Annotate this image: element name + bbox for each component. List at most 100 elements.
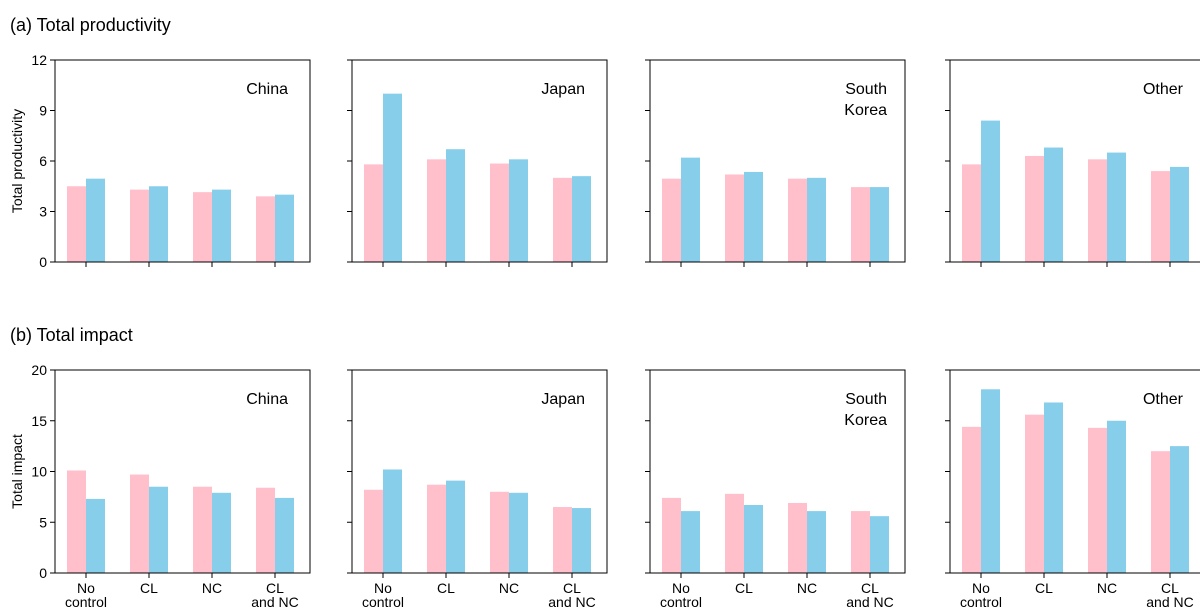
bar-blue-1 — [1044, 402, 1063, 573]
bar-pink-3 — [851, 511, 870, 573]
bar-blue-0 — [981, 120, 1000, 262]
y-tick-label: 5 — [39, 514, 47, 530]
x-tick-label: CL — [140, 580, 158, 596]
y-tick-label: 0 — [39, 565, 47, 581]
bar-blue-2 — [509, 492, 528, 573]
x-tick-label: No control — [960, 580, 1002, 610]
row-title: (a) Total productivity — [10, 15, 171, 35]
bar-blue-3 — [1170, 446, 1189, 573]
panel-label: Japan — [541, 391, 585, 408]
y-tick-label: 9 — [39, 103, 47, 119]
x-tick-label: CL and NC — [1146, 580, 1193, 610]
panel-china: 0 3 6 9 12 China — [31, 52, 311, 270]
x-tick-label: CL and NC — [548, 580, 595, 610]
y-tick-label: 12 — [31, 52, 47, 68]
bar-blue-1 — [744, 504, 763, 573]
x-tick-label: No control — [660, 580, 702, 610]
bar-blue-0 — [86, 178, 105, 262]
bar-pink-2 — [193, 192, 212, 262]
bar-blue-3 — [870, 516, 889, 573]
x-tick-label: CL and NC — [846, 580, 893, 610]
panel-label: Other — [1143, 81, 1184, 98]
bar-blue-2 — [509, 159, 528, 262]
bar-pink-0 — [364, 489, 383, 573]
panel-label: South Korea — [844, 81, 887, 119]
bar-pink-3 — [553, 507, 572, 573]
x-tick-label: CL and NC — [251, 580, 298, 610]
y-tick-label: 6 — [39, 153, 47, 169]
y-axis-title: Total productivity — [9, 109, 25, 213]
bar-blue-2 — [1107, 420, 1126, 573]
bar-pink-3 — [851, 187, 870, 262]
bar-pink-3 — [256, 196, 275, 262]
panel-japan: Japan — [347, 59, 608, 267]
bar-blue-1 — [446, 480, 465, 573]
bar-blue-1 — [149, 186, 168, 262]
bar-pink-1 — [1025, 155, 1044, 262]
productivity-row: (a) Total productivity Total productivity… — [9, 15, 1200, 270]
bar-pink-1 — [427, 484, 446, 573]
bar-blue-3 — [870, 187, 889, 262]
bar-blue-3 — [275, 497, 294, 573]
bar-blue-0 — [681, 511, 700, 573]
bar-pink-0 — [662, 178, 681, 262]
bar-pink-2 — [788, 502, 807, 573]
x-tick-label: CL — [735, 580, 753, 596]
impact-row: (b) Total impact Total impact 0 5 10 15 20 No co… — [9, 325, 1200, 610]
x-tick-label: NC — [797, 580, 817, 596]
bar-blue-0 — [86, 498, 105, 573]
bar-blue-0 — [981, 389, 1000, 573]
bar-pink-2 — [788, 178, 807, 262]
panel-japan: No control CL NC CL and NC Japan — [347, 369, 608, 610]
panel-label: China — [246, 391, 288, 408]
panel-other: No control CL NC CL and NC Other — [945, 369, 1200, 610]
panel-south-korea: No control CL NC CL and NC South Korea — [645, 369, 906, 610]
bar-pink-0 — [67, 186, 86, 262]
y-tick-label: 3 — [39, 204, 47, 220]
panel-south-korea: South Korea — [645, 59, 906, 267]
bar-blue-3 — [275, 194, 294, 262]
bar-blue-3 — [572, 508, 591, 573]
x-tick-label: No control — [362, 580, 404, 610]
bar-blue-2 — [212, 492, 231, 573]
bar-blue-0 — [383, 93, 402, 263]
row-title: (b) Total impact — [10, 325, 133, 345]
x-tick-label: NC — [1097, 580, 1117, 596]
bar-pink-3 — [553, 177, 572, 262]
bar-pink-1 — [130, 474, 149, 573]
bar-pink-2 — [1088, 427, 1107, 573]
panel-label: China — [246, 81, 288, 98]
bar-pink-2 — [193, 486, 212, 573]
y-tick-label: 15 — [31, 413, 47, 429]
bar-pink-2 — [490, 163, 509, 262]
bar-blue-2 — [807, 177, 826, 262]
x-tick-label: CL — [437, 580, 455, 596]
panel-china: 0 5 10 15 20 No control CL NC CL and NC China — [31, 362, 311, 610]
bar-blue-2 — [807, 511, 826, 573]
bar-pink-1 — [130, 189, 149, 262]
bar-pink-1 — [725, 174, 744, 262]
x-tick-label: NC — [202, 580, 222, 596]
bar-pink-0 — [662, 497, 681, 573]
bar-blue-3 — [1170, 166, 1189, 262]
bar-blue-0 — [681, 157, 700, 262]
bar-blue-1 — [149, 486, 168, 573]
bar-pink-0 — [962, 426, 981, 573]
bar-pink-0 — [962, 164, 981, 262]
bar-blue-1 — [744, 171, 763, 262]
y-axis-title: Total impact — [9, 434, 25, 509]
bar-blue-1 — [446, 149, 465, 262]
bar-blue-0 — [383, 469, 402, 573]
bar-pink-0 — [67, 470, 86, 573]
y-tick-label: 20 — [31, 362, 47, 378]
bar-pink-3 — [1151, 171, 1170, 262]
bar-pink-0 — [364, 164, 383, 262]
bar-pink-1 — [427, 159, 446, 262]
panel-label: South Korea — [844, 391, 887, 429]
panel-label: Other — [1143, 391, 1184, 408]
y-tick-label: 0 — [39, 254, 47, 270]
x-tick-label: NC — [499, 580, 519, 596]
bar-blue-3 — [572, 176, 591, 262]
bar-pink-1 — [725, 493, 744, 573]
